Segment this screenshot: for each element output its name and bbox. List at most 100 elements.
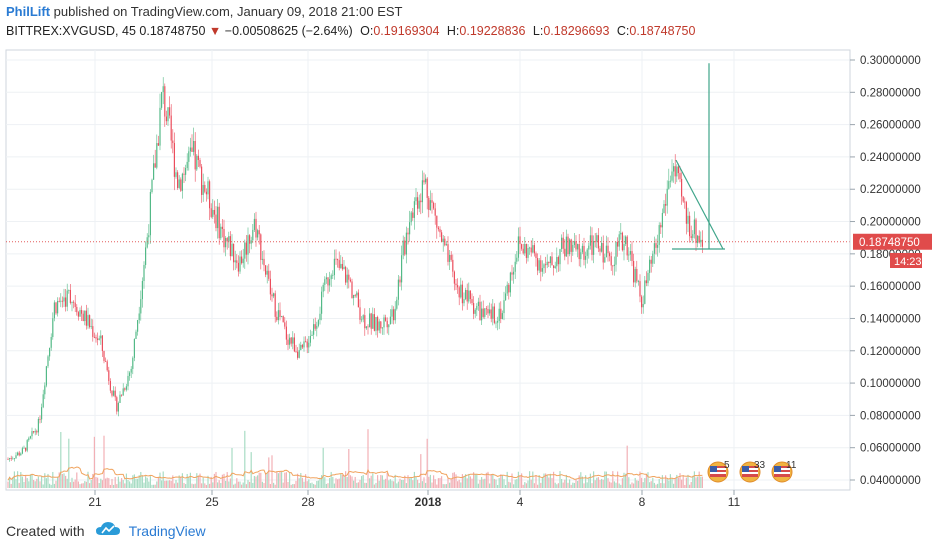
volume-bar	[25, 475, 27, 488]
tradingview-cloud-icon[interactable]	[95, 521, 121, 540]
volume-bar	[487, 471, 489, 488]
volume-bar	[34, 481, 36, 488]
volume-bar	[268, 457, 270, 488]
candle-body	[508, 284, 510, 293]
candle-body	[625, 236, 627, 245]
volume-bar	[215, 471, 217, 488]
volume-bar	[647, 472, 649, 488]
volume-bar	[444, 484, 446, 488]
volume-bar	[559, 471, 561, 488]
volume-bar	[453, 472, 455, 488]
candle-body	[330, 275, 332, 280]
volume-bar	[445, 484, 447, 488]
candle-body	[458, 287, 460, 298]
volume-bar	[317, 480, 319, 488]
candle-body	[575, 241, 577, 250]
volume-bar	[375, 482, 377, 488]
candle-body	[612, 265, 614, 267]
volume-bar	[295, 480, 297, 488]
candle-body	[370, 313, 372, 329]
volume-bar	[223, 473, 225, 488]
volume-bar	[316, 481, 318, 488]
volume-bar	[599, 479, 601, 488]
volume-bar	[604, 471, 606, 488]
volume-bar	[332, 476, 334, 488]
countdown-badge: 14:23	[890, 253, 922, 268]
volume-bar	[181, 473, 183, 488]
us-flag-icon[interactable]: 11	[771, 460, 797, 483]
candle-body	[452, 259, 454, 272]
price-tick-label: 0.24000000	[860, 152, 921, 164]
candle-body	[309, 335, 311, 343]
candle-body	[639, 281, 641, 297]
candle-body	[167, 107, 169, 122]
candle-body	[637, 281, 639, 282]
volume-bar	[653, 482, 655, 488]
volume-bar	[162, 471, 164, 488]
candle-body	[586, 249, 588, 256]
volume-bar	[612, 471, 614, 488]
candle-body	[28, 438, 30, 441]
volume-bar	[665, 475, 667, 488]
candle-body	[585, 255, 587, 260]
author-name[interactable]: PhilLift	[6, 4, 51, 19]
candle-body	[647, 272, 649, 284]
candle-body	[389, 316, 391, 325]
candle-body	[553, 265, 555, 268]
volume-bar	[124, 483, 126, 488]
candle-body	[108, 370, 110, 382]
volume-bar	[60, 432, 62, 488]
candle-body	[159, 107, 161, 146]
candle-body	[314, 324, 316, 329]
candle-body	[204, 184, 206, 192]
candle-body	[308, 342, 310, 348]
us-flag-icon[interactable]: 33	[739, 460, 766, 483]
candle-body	[685, 202, 687, 224]
candle-body	[324, 279, 326, 285]
last-price: 0.18748750	[139, 24, 206, 38]
volume-bar	[290, 484, 292, 488]
volume-bar	[13, 471, 15, 488]
triangle-drawing[interactable]	[672, 63, 725, 250]
candle-body	[615, 241, 617, 265]
volume-bar	[239, 481, 241, 488]
volume-bar	[613, 481, 615, 488]
candle-body	[277, 310, 279, 321]
candle-body	[602, 242, 604, 263]
volume-bar	[533, 483, 535, 488]
time-tick-label: 8	[639, 495, 646, 509]
candle-body	[177, 172, 179, 188]
time-tick-label: 25	[205, 495, 219, 509]
volume-bar	[554, 482, 556, 488]
volume-bar	[212, 482, 214, 488]
candle-body	[303, 341, 305, 348]
event-markers[interactable]: 5 33 11	[707, 460, 797, 483]
candle-body	[290, 337, 292, 344]
tradingview-link[interactable]: TradingView	[128, 522, 206, 539]
volume-bar	[93, 436, 95, 488]
candle-body	[18, 452, 20, 456]
volume-bar	[498, 477, 500, 488]
volume-bar	[402, 479, 404, 488]
candle-body	[673, 166, 675, 172]
triangle-upper-line[interactable]	[675, 159, 724, 250]
volume-bar	[541, 477, 543, 488]
volume-bar	[185, 484, 187, 488]
volume-bar	[650, 481, 652, 488]
candle-body	[581, 245, 583, 253]
volume-bar	[639, 471, 641, 488]
volume-bar	[583, 483, 585, 488]
volume-bar	[153, 484, 155, 488]
candle-body	[644, 280, 646, 304]
candle-body	[341, 263, 343, 270]
price-axis[interactable]: 0.30000000 0.28000000 0.26000000 0.24000000…	[849, 50, 921, 490]
volume-bar	[557, 483, 559, 488]
us-flag-icon[interactable]: 5	[707, 460, 730, 483]
candle-body	[61, 300, 63, 302]
time-axis[interactable]: 21 25 28 2018 4 8 11	[6, 489, 850, 509]
candle-body	[140, 299, 142, 314]
candle-body	[154, 163, 156, 168]
volume-bar	[84, 481, 86, 488]
candle-body	[436, 215, 438, 228]
